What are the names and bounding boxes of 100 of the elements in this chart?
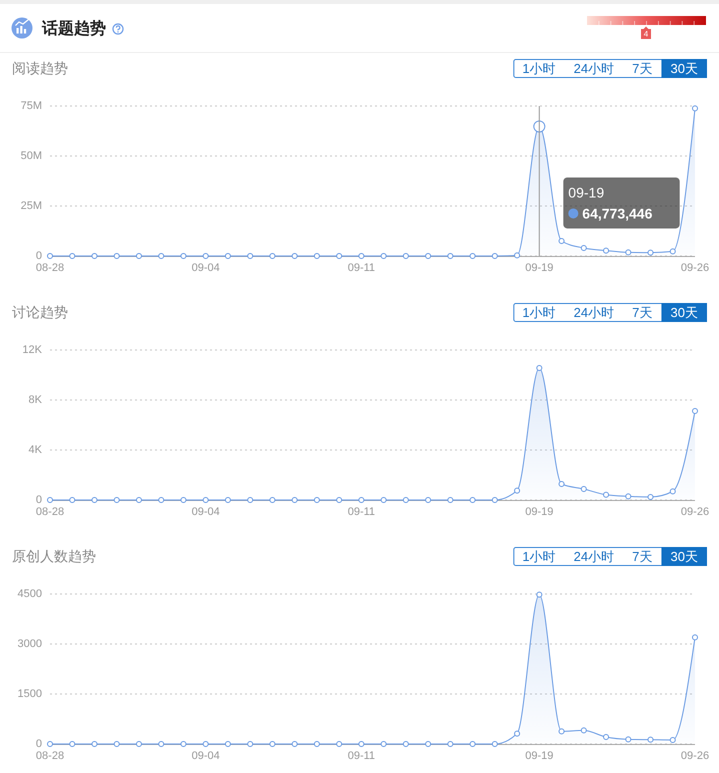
x-tick-label: 09-11: [348, 750, 376, 762]
point: [269, 253, 276, 259]
point: [269, 741, 276, 747]
point: [336, 253, 342, 259]
x-tick-label: 09-11: [348, 262, 376, 274]
point: [292, 497, 298, 503]
x-tick-label: 09-26: [680, 750, 710, 762]
point: [470, 253, 476, 259]
y-tick-label: 0: [36, 494, 42, 506]
y-tick-label: 1500: [18, 688, 42, 700]
annotation: 09-19: [568, 184, 604, 200]
point: [580, 245, 587, 251]
point: [314, 253, 320, 259]
x-tick-label: 09-26: [680, 506, 710, 518]
chart-title: 原创人数趋势: [12, 548, 96, 564]
chart-title: 讨论趋势: [12, 304, 68, 320]
point: [336, 497, 342, 503]
point: [492, 253, 498, 259]
point: [447, 253, 454, 259]
point: [670, 737, 676, 743]
text: 4: [644, 30, 649, 38]
point: [136, 497, 142, 503]
point: [670, 488, 676, 494]
annotation: 64,773,446: [582, 205, 653, 222]
point: [625, 493, 632, 500]
range-button: 30天: [661, 303, 707, 322]
point: [670, 248, 676, 254]
point: [180, 497, 186, 503]
point: [402, 497, 409, 503]
text: 话题趋势: [41, 20, 106, 38]
point: [292, 253, 298, 259]
x-tick-label: 09-19: [525, 750, 554, 762]
point: [692, 634, 698, 640]
point: [202, 253, 209, 259]
y-tick-label: 4500: [18, 588, 42, 600]
point: [158, 741, 164, 747]
point: [402, 253, 409, 259]
point: [425, 741, 432, 747]
x-tick-label: 08-28: [36, 750, 64, 762]
point: [91, 497, 98, 503]
point: [180, 741, 186, 747]
x-tick-label: 08-28: [36, 262, 64, 274]
point: [470, 741, 476, 747]
point: [358, 741, 364, 747]
point: [224, 741, 231, 747]
point: [314, 497, 320, 503]
range-button: 30天: [661, 547, 707, 566]
point: [380, 253, 387, 259]
point: [358, 253, 364, 259]
y-tick-label: 4K: [28, 444, 43, 456]
point: [648, 250, 654, 256]
y-tick-label: 3000: [18, 638, 42, 650]
y-tick-label: 0: [36, 250, 42, 262]
point: [247, 497, 254, 503]
point: [536, 365, 542, 371]
point: [114, 253, 120, 259]
point: [136, 741, 142, 747]
point: [447, 741, 454, 747]
point: [447, 497, 454, 503]
point: [625, 736, 632, 742]
point: [558, 238, 565, 244]
point: [580, 486, 587, 492]
point: [47, 741, 53, 747]
point: [269, 497, 276, 503]
point: [314, 741, 320, 747]
point: [603, 734, 610, 740]
point: [692, 105, 698, 112]
x-tick-label: 09-26: [680, 262, 710, 274]
point: [358, 497, 364, 503]
x-tick-label: 09-04: [192, 750, 220, 762]
point: [47, 497, 53, 503]
point: [514, 252, 520, 258]
point: [180, 253, 186, 259]
y-tick-label: 0: [36, 738, 42, 750]
point: [692, 408, 698, 414]
x-tick-label: 09-19: [525, 506, 554, 518]
point: [514, 730, 520, 737]
y-tick-label: 12K: [22, 344, 43, 356]
point: [425, 497, 432, 503]
point: [91, 741, 98, 747]
x-tick-label: 08-28: [36, 506, 64, 518]
chart-title: 阅读趋势: [12, 60, 68, 76]
point: [603, 492, 610, 498]
point: [114, 497, 120, 503]
point: [470, 497, 476, 503]
point: [558, 481, 565, 487]
point: [402, 741, 409, 747]
point: [114, 741, 120, 747]
point: [558, 728, 565, 734]
point: [380, 741, 387, 747]
point: [69, 253, 76, 259]
point: [247, 741, 254, 747]
point: [136, 253, 142, 259]
point: [158, 253, 164, 259]
point: [625, 249, 632, 256]
point: [380, 497, 387, 503]
point: [292, 741, 298, 747]
point: [492, 741, 498, 747]
time-range-selector: 1小时 24小时 7天 30天: [513, 547, 707, 566]
y-tick-label: 8K: [28, 394, 43, 406]
